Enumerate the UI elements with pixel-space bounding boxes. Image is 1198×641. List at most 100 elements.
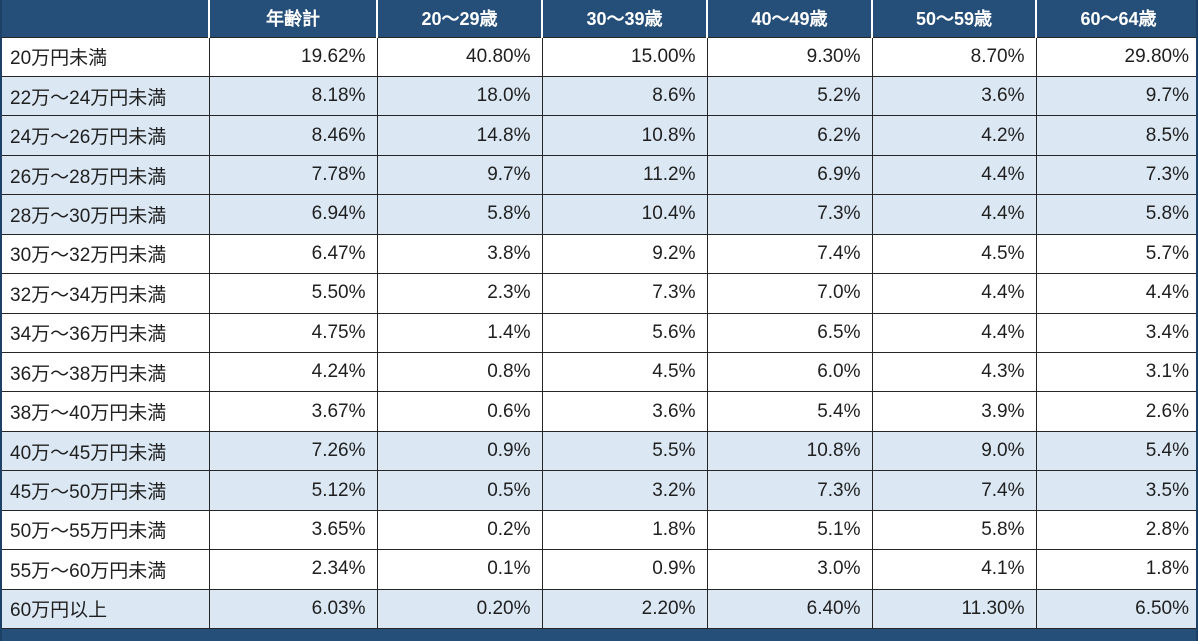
table-row: 60万円以上 6.03% 0.20% 2.20% 6.40% 11.30% 6.50%	[2, 588, 1196, 630]
row-label-cell: 24万～26万円未満	[2, 115, 210, 156]
column-header-cell: 30～39歳	[542, 0, 708, 38]
value-cell: 5.1%	[706, 509, 873, 551]
value-cell: 7.4%	[706, 233, 873, 275]
value-cell: 3.9%	[871, 391, 1037, 432]
value-cell: 6.47%	[208, 233, 378, 275]
value-cell: 6.40%	[706, 588, 873, 630]
column-header-cell: 20～29歳	[377, 0, 543, 38]
value-cell: 0.1%	[376, 549, 543, 590]
table-bottom-border-bar	[2, 629, 1196, 641]
value-cell: 0.9%	[376, 430, 543, 472]
value-cell: 4.4%	[871, 312, 1037, 354]
value-cell: 7.3%	[541, 273, 708, 314]
value-cell: 0.8%	[376, 351, 543, 393]
row-label-cell: 55万～60万円未満	[2, 549, 210, 590]
value-cell: 4.1%	[871, 549, 1037, 590]
value-cell: 10.8%	[706, 430, 873, 472]
value-cell: 7.4%	[871, 470, 1037, 511]
row-label-cell: 28万～30万円未満	[2, 194, 210, 235]
value-cell: 4.4%	[871, 154, 1037, 196]
value-cell: 4.24%	[208, 351, 378, 393]
value-cell: 5.12%	[208, 470, 378, 511]
value-cell: 3.2%	[541, 470, 708, 511]
value-cell: 40.80%	[376, 36, 543, 77]
table-row: 38万～40万円未満 3.67% 0.6% 3.6% 5.4% 3.9% 2.6%	[2, 391, 1196, 432]
value-cell: 7.3%	[706, 470, 873, 511]
value-cell: 9.7%	[376, 154, 543, 196]
row-label-cell: 40万～45万円未満	[2, 430, 210, 472]
value-cell: 6.94%	[208, 194, 378, 235]
value-cell: 8.70%	[871, 36, 1037, 77]
corner-header-cell	[2, 0, 210, 38]
value-cell: 8.46%	[208, 115, 378, 156]
value-cell: 5.5%	[541, 430, 708, 472]
table-row: 26万～28万円未満 7.78% 9.7% 11.2% 6.9% 4.4% 7.3%	[2, 154, 1196, 196]
table-row: 40万～45万円未満 7.26% 0.9% 5.5% 10.8% 9.0% 5.4%	[2, 430, 1196, 472]
table-row: 28万～30万円未満 6.94% 5.8% 10.4% 7.3% 4.4% 5.8%	[2, 194, 1196, 235]
value-cell: 11.30%	[871, 588, 1037, 630]
table-row: 50万～55万円未満 3.65% 0.2% 1.8% 5.1% 5.8% 2.8%	[2, 509, 1196, 551]
value-cell: 8.6%	[541, 75, 708, 117]
row-label-cell: 34万～36万円未満	[2, 312, 210, 354]
row-label-cell: 26万～28万円未満	[2, 154, 210, 196]
value-cell: 5.4%	[1035, 430, 1196, 472]
table-row: 55万～60万円未満 2.34% 0.1% 0.9% 3.0% 4.1% 1.8%	[2, 549, 1196, 590]
value-cell: 2.8%	[1035, 509, 1196, 551]
value-cell: 4.2%	[871, 115, 1037, 156]
value-cell: 0.2%	[376, 509, 543, 551]
value-cell: 3.6%	[871, 75, 1037, 117]
value-cell: 0.5%	[376, 470, 543, 511]
row-label-cell: 45万～50万円未満	[2, 470, 210, 511]
value-cell: 4.4%	[871, 273, 1037, 314]
value-cell: 9.2%	[541, 233, 708, 275]
table-row: 30万～32万円未満 6.47% 3.8% 9.2% 7.4% 4.5% 5.7%	[2, 233, 1196, 275]
value-cell: 11.2%	[541, 154, 708, 196]
value-cell: 3.67%	[208, 391, 378, 432]
value-cell: 1.8%	[541, 509, 708, 551]
value-cell: 6.50%	[1035, 588, 1196, 630]
value-cell: 8.5%	[1035, 115, 1196, 156]
table-row: 36万～38万円未満 4.24% 0.8% 4.5% 6.0% 4.3% 3.1%	[2, 351, 1196, 393]
table-row: 22万～24万円未満 8.18% 18.0% 8.6% 5.2% 3.6% 9.7%	[2, 75, 1196, 117]
value-cell: 3.6%	[541, 391, 708, 432]
value-cell: 9.0%	[871, 430, 1037, 472]
value-cell: 19.62%	[208, 36, 378, 77]
value-cell: 6.0%	[706, 351, 873, 393]
value-cell: 7.3%	[1035, 154, 1196, 196]
value-cell: 2.6%	[1035, 391, 1196, 432]
row-label-cell: 32万～34万円未満	[2, 273, 210, 314]
table-row: 34万～36万円未満 4.75% 1.4% 5.6% 6.5% 4.4% 3.4%	[2, 312, 1196, 354]
value-cell: 5.8%	[871, 509, 1037, 551]
row-label-cell: 36万～38万円未満	[2, 351, 210, 393]
table-header-row: 年齢計 20～29歳 30～39歳 40～49歳 50～59歳 60～64歳	[2, 0, 1196, 38]
column-header-cell: 50～59歳	[872, 0, 1037, 38]
table-row: 24万～26万円未満 8.46% 14.8% 10.8% 6.2% 4.2% 8.5%	[2, 115, 1196, 156]
salary-by-age-table: 年齢計 20～29歳 30～39歳 40～49歳 50～59歳 60～64歳 20万円未満…	[2, 0, 1196, 630]
row-label-cell: 20万円未満	[2, 36, 210, 77]
value-cell: 4.3%	[871, 351, 1037, 393]
value-cell: 2.20%	[541, 588, 708, 630]
value-cell: 3.8%	[376, 233, 543, 275]
row-label-cell: 30万～32万円未満	[2, 233, 210, 275]
value-cell: 1.4%	[376, 312, 543, 354]
row-label-cell: 22万～24万円未満	[2, 75, 210, 117]
value-cell: 29.80%	[1035, 36, 1196, 77]
value-cell: 6.03%	[208, 588, 378, 630]
value-cell: 7.78%	[208, 154, 378, 196]
value-cell: 9.30%	[706, 36, 873, 77]
value-cell: 5.6%	[541, 312, 708, 354]
row-label-cell: 50万～55万円未満	[2, 509, 210, 551]
value-cell: 5.50%	[208, 273, 378, 314]
value-cell: 3.65%	[208, 509, 378, 551]
value-cell: 2.3%	[376, 273, 543, 314]
value-cell: 7.3%	[706, 194, 873, 235]
value-cell: 5.8%	[1035, 194, 1196, 235]
value-cell: 4.5%	[871, 233, 1037, 275]
column-header-cell: 60～64歳	[1036, 0, 1196, 38]
value-cell: 6.2%	[706, 115, 873, 156]
row-label-cell: 38万～40万円未満	[2, 391, 210, 432]
table-row: 20万円未満 19.62% 40.80% 15.00% 9.30% 8.70% 29.80%	[2, 36, 1196, 77]
value-cell: 10.8%	[541, 115, 708, 156]
value-cell: 1.8%	[1035, 549, 1196, 590]
